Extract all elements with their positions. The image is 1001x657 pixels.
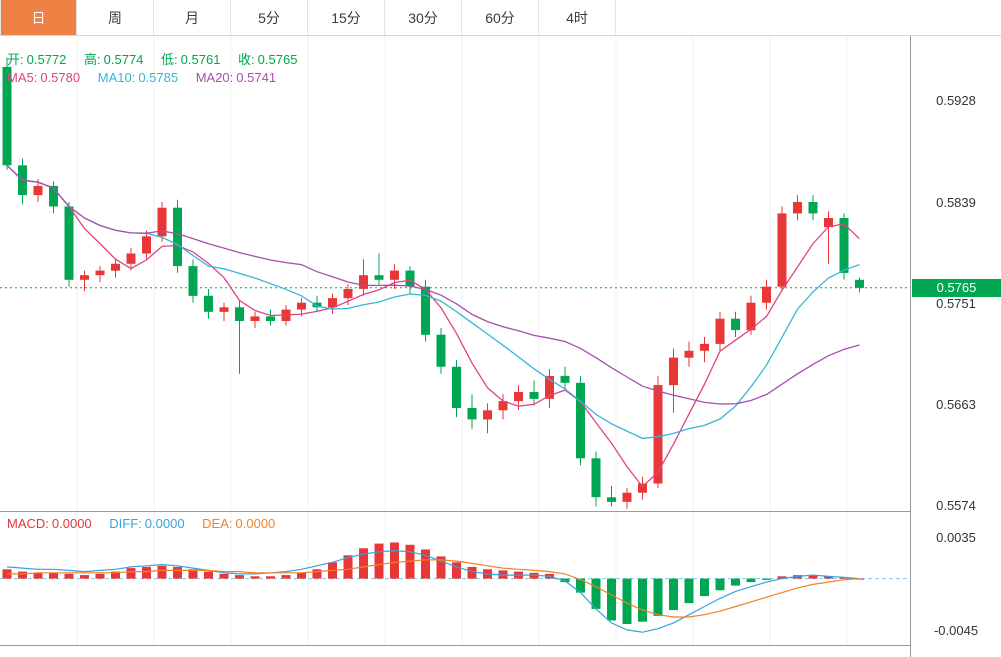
ma20-readout: MA20: 0.5741 <box>196 70 276 85</box>
dea-value-readout: DEA: 0.0000 <box>202 516 275 531</box>
macd-axis-label: -0.0045 <box>933 623 979 639</box>
time-axis-strip <box>0 646 1001 657</box>
macd-value: 0.0000 <box>51 516 92 531</box>
close-readout: 收: 0.5765 <box>238 52 297 67</box>
macd-value-readout: MACD: 0.0000 <box>7 516 92 531</box>
candlestick-chart <box>0 36 910 511</box>
macd-chart-area[interactable] <box>0 511 910 645</box>
low-label: 低: <box>161 52 178 67</box>
diff-line <box>6 549 860 633</box>
price-axis-label: 0.5751 <box>936 295 976 311</box>
ma20-label: MA20: <box>195 70 234 85</box>
ma20-line <box>6 164 860 405</box>
ma10-line <box>6 164 860 440</box>
ma10-value: 0.5785 <box>138 70 179 85</box>
tab-月[interactable]: 月 <box>154 0 231 35</box>
low-value: 0.5761 <box>180 52 221 67</box>
low-readout: 低: 0.5761 <box>161 52 220 67</box>
timeframe-tabbar: 日周月 5分 15分 30分 60分 4时 <box>0 0 1001 36</box>
ma10-readout: MA10: 0.5785 <box>98 70 178 85</box>
tab-30分[interactable]: 30分 <box>385 0 462 35</box>
close-value: 0.5765 <box>257 52 298 67</box>
dea-line <box>7 559 860 618</box>
diff-label: DIFF: <box>109 516 142 531</box>
high-readout: 高: 0.5774 <box>84 52 143 67</box>
diff-value: 0.0000 <box>144 516 185 531</box>
tab-周[interactable]: 周 <box>77 0 154 35</box>
grid-lines <box>76 36 848 511</box>
price-chart-area[interactable] <box>0 36 910 511</box>
price-axis-label: 0.5928 <box>936 93 976 109</box>
tab-4时[interactable]: 4时 <box>539 0 616 35</box>
tab-5分[interactable]: 5分 <box>231 0 308 35</box>
tab-15分[interactable]: 15分 <box>308 0 385 35</box>
ma5-value: 0.5780 <box>40 70 81 85</box>
diff-value-readout: DIFF: 0.0000 <box>109 516 184 531</box>
high-label: 高: <box>84 52 101 67</box>
ma5-label: MA5: <box>7 70 38 85</box>
ma10-label: MA10: <box>97 70 136 85</box>
macd-axis-label: 0.0035 <box>936 529 976 545</box>
dea-value: 0.0000 <box>235 516 276 531</box>
close-label: 收: <box>238 52 255 67</box>
ma-readout: MA5: 0.5780 MA10: 0.5785 MA20: 0.5741 <box>7 70 290 85</box>
price-axis-label: 0.5663 <box>936 396 976 412</box>
price-axis-label: 0.5574 <box>936 498 976 514</box>
macd-histogram <box>2 542 864 624</box>
macd-readout: MACD: 0.0000 DIFF: 0.0000 DEA: 0.0000 <box>7 516 289 531</box>
macd-label: MACD: <box>7 516 49 531</box>
price-axis-label: 0.5839 <box>936 195 976 211</box>
tab-日[interactable]: 日 <box>0 0 77 35</box>
ohlc-readout: 开: 0.5772 高: 0.5774 低: 0.5761 收: 0.5765 <box>7 49 311 68</box>
candlesticks <box>2 57 864 509</box>
open-label: 开: <box>7 52 24 67</box>
panel-divider <box>0 511 1001 512</box>
price-axis: 0.5765 0.5928 0.5839 0.5751 0.5663 0.5574 0.0… <box>910 36 1001 657</box>
open-value: 0.5772 <box>26 52 67 67</box>
ma5-readout: MA5: 0.5780 <box>7 70 80 85</box>
ma20-value: 0.5741 <box>236 70 277 85</box>
high-value: 0.5774 <box>103 52 144 67</box>
tab-60分[interactable]: 60分 <box>462 0 539 35</box>
dea-label: DEA: <box>202 516 233 531</box>
bottom-divider <box>0 645 1001 646</box>
open-readout: 开: 0.5772 <box>7 52 66 67</box>
macd-chart <box>0 511 910 645</box>
current-price-badge: 0.5765 <box>912 278 1001 297</box>
